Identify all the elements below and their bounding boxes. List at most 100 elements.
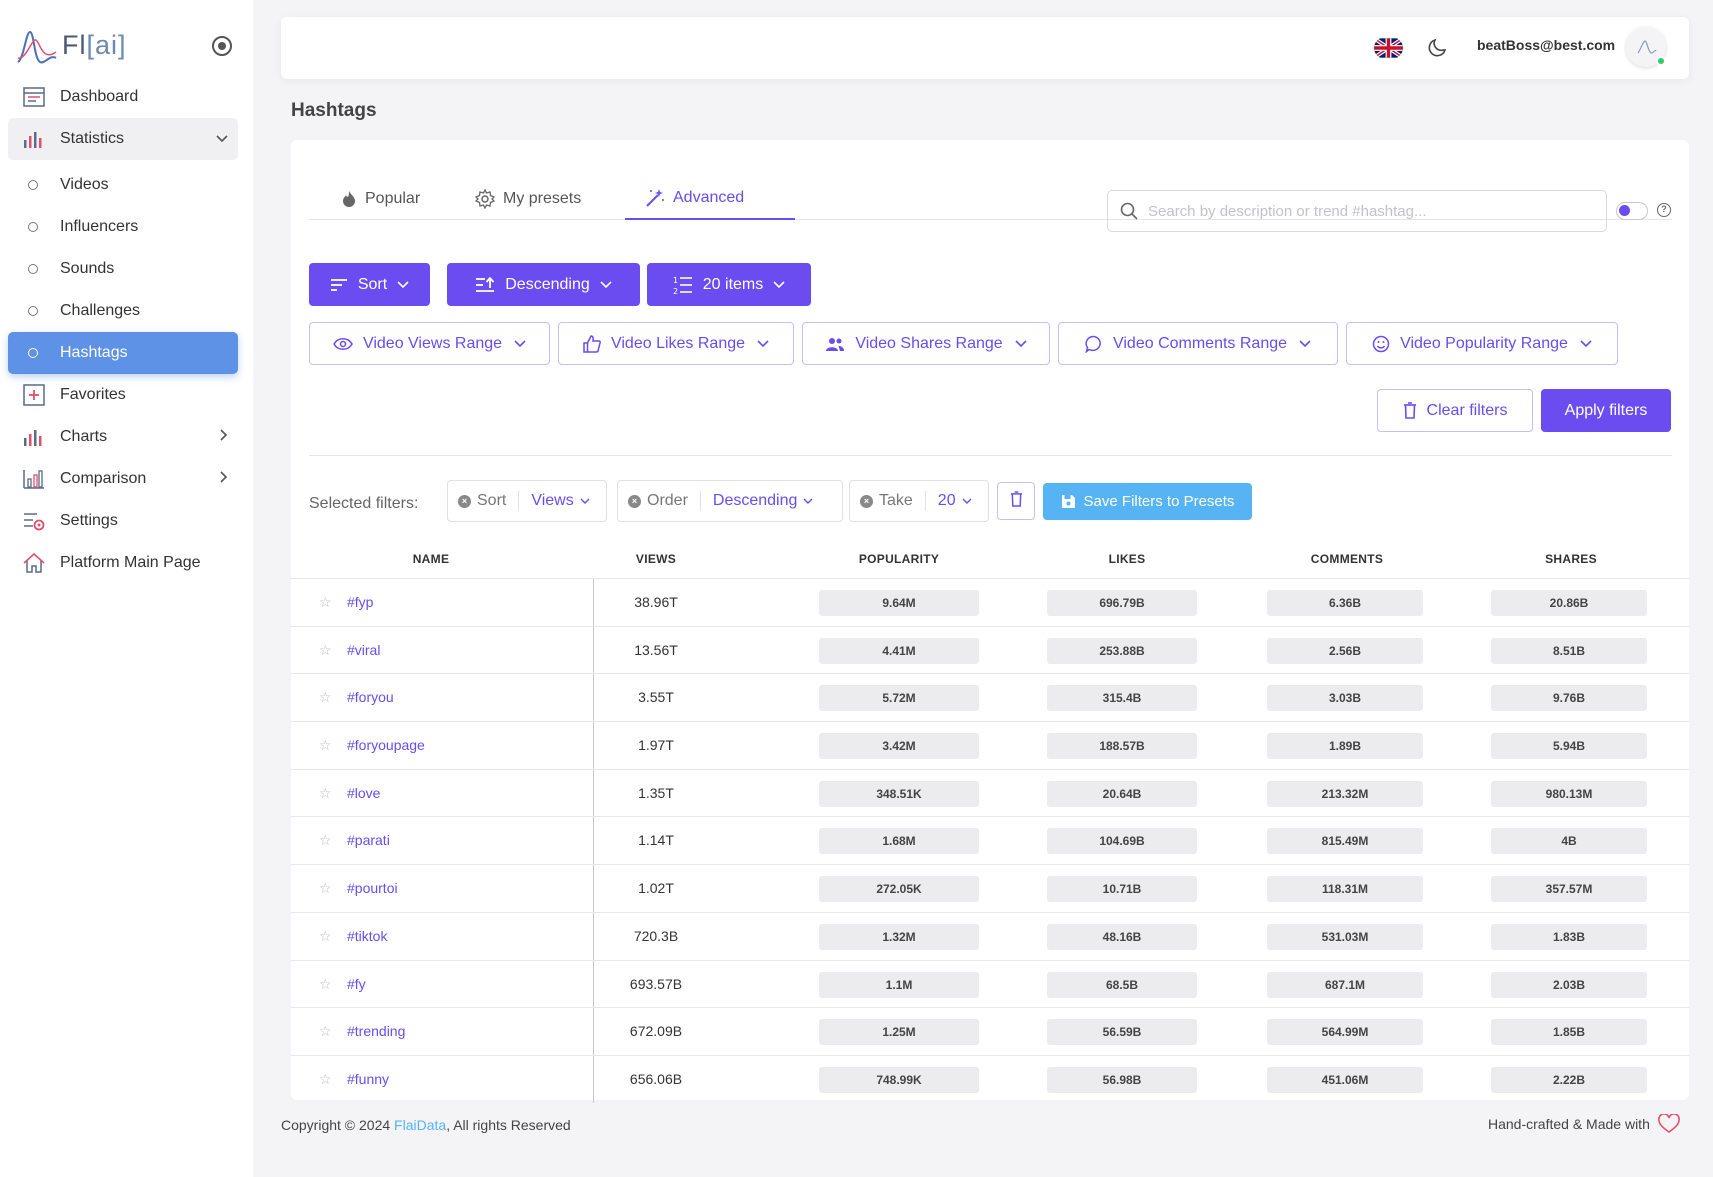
filter-chip-sort[interactable]: × Sort Views [447, 480, 607, 522]
favorite-star-icon[interactable]: ☆ [319, 784, 332, 801]
favorite-star-icon[interactable]: ☆ [319, 641, 332, 658]
favorite-star-icon[interactable]: ☆ [319, 737, 332, 754]
apply-filters-button[interactable]: Apply filters [1541, 389, 1671, 432]
video-comments-range-dropdown[interactable]: Video Comments Range [1058, 322, 1338, 365]
video-likes-range-dropdown[interactable]: Video Likes Range [558, 322, 794, 365]
remove-filter-icon[interactable]: × [628, 494, 641, 508]
favorite-star-icon[interactable]: ☆ [319, 927, 332, 944]
search-mode-toggle[interactable] [1616, 202, 1648, 220]
tab-popular[interactable]: Popular [321, 178, 440, 220]
comments-cell: 3.03B [1267, 685, 1423, 712]
sidebar-pin-icon[interactable] [212, 36, 232, 56]
company-link[interactable]: FlaiData [394, 1117, 447, 1133]
column-header-views[interactable]: VIEWS [635, 552, 677, 566]
column-header-comments[interactable]: COMMENTS [1310, 552, 1384, 566]
hashtag-name-link[interactable]: #love [347, 784, 381, 801]
column-header-popularity[interactable]: POPULARITY [858, 552, 940, 566]
clear-selected-filters-button[interactable] [997, 482, 1035, 520]
comments-cell: 6.36B [1267, 590, 1423, 616]
favorite-star-icon[interactable]: ☆ [319, 975, 332, 992]
hashtag-name-link[interactable]: #parati [347, 832, 390, 849]
video-popularity-range-dropdown[interactable]: Video Popularity Range [1346, 322, 1618, 365]
column-header-name[interactable]: NAME [412, 552, 450, 566]
hashtag-name-link[interactable]: #fy [347, 975, 366, 992]
sidebar-item-challenges[interactable]: Challenges [8, 290, 238, 332]
table-row[interactable]: ☆ #foryoupage 1.97T 3.42M 188.57B 1.89B 5.94B [291, 721, 1689, 769]
popularity-cell: 1.68M [819, 828, 979, 855]
save-filters-to-presets-button[interactable]: Save Filters to Presets [1043, 483, 1252, 520]
filter-chip-take[interactable]: × Take 20 [849, 480, 989, 522]
video-views-range-dropdown[interactable]: Video Views Range [309, 322, 550, 365]
column-header-shares[interactable]: SHARES [1545, 552, 1597, 566]
help-icon[interactable]: ? [1657, 203, 1671, 217]
search-input[interactable] [1148, 191, 1598, 231]
tab-my-presets[interactable]: My presets [455, 178, 601, 220]
order-button[interactable]: Descending [447, 263, 640, 306]
favorite-star-icon[interactable]: ☆ [319, 594, 332, 610]
hashtag-name-link[interactable]: #funny [347, 1070, 390, 1087]
sidebar-item-influencers[interactable]: Influencers [8, 206, 238, 248]
likes-cell: 696.79B [1047, 590, 1197, 616]
remove-filter-icon[interactable]: × [458, 494, 471, 508]
hashtag-name-link[interactable]: #foryoupage [347, 737, 425, 754]
favorites-icon [22, 383, 46, 407]
table-row[interactable]: ☆ #foryou 3.55T 5.72M 315.4B 3.03B 9.76B [291, 673, 1689, 722]
avatar[interactable] [1626, 27, 1666, 67]
table-row[interactable]: ☆ #fyp 38.96T 9.64M 696.79B 6.36B 20.86B [291, 578, 1689, 626]
comparison-icon [22, 467, 46, 491]
hashtag-name-link[interactable]: #pourtoi [347, 880, 398, 897]
sidebar-item-favorites[interactable]: Favorites [8, 374, 238, 416]
table-row[interactable]: ☆ #fy 693.57B 1.1M 68.5B 687.1M 2.03B [291, 959, 1689, 1008]
sidebar-item-videos[interactable]: Videos [8, 164, 238, 206]
brand[interactable]: Fl[ai] [16, 24, 236, 68]
popularity-cell: 272.05K [819, 876, 979, 903]
views-cell: 13.56T [634, 641, 678, 658]
table-row[interactable]: ☆ #pourtoi 1.02T 272.05K 10.71B 118.31M 357.57… [291, 864, 1689, 912]
sidebar-item-sounds[interactable]: Sounds [8, 248, 238, 290]
moon-icon[interactable] [1428, 37, 1448, 62]
sidebar-item-platform-main-page[interactable]: Platform Main Page [8, 542, 238, 584]
sidebar-item-dashboard[interactable]: Dashboard [8, 76, 238, 118]
favorite-star-icon[interactable]: ☆ [319, 880, 332, 897]
remove-filter-icon[interactable]: × [860, 494, 873, 508]
hashtag-name-link[interactable]: #tiktok [347, 927, 388, 944]
likes-cell: 10.71B [1047, 876, 1197, 903]
hashtag-name-link[interactable]: #foryou [347, 689, 394, 706]
table-row[interactable]: ☆ #love 1.35T 348.51K 20.64B 213.32M 980.13M [291, 768, 1689, 817]
hashtag-name-link[interactable]: #trending [347, 1023, 406, 1040]
sidebar-item-comparison[interactable]: Comparison [8, 458, 238, 500]
table-row[interactable]: ☆ #trending 672.09B 1.25M 56.59B 564.99M 1.85B [291, 1007, 1689, 1055]
sidebar-item-charts[interactable]: Charts [8, 416, 238, 458]
sidebar-item-label: Videos [60, 176, 109, 193]
uk-flag-icon[interactable] [1374, 36, 1403, 60]
sidebar-item-label: Sounds [60, 260, 115, 277]
chevron-down-icon [962, 498, 972, 505]
shares-cell: 1.85B [1491, 1019, 1647, 1046]
likes-cell: 315.4B [1047, 685, 1197, 712]
favorite-star-icon[interactable]: ☆ [319, 1023, 332, 1040]
favorite-star-icon[interactable]: ☆ [319, 832, 332, 849]
favorite-star-icon[interactable]: ☆ [319, 689, 332, 706]
sidebar-item-settings[interactable]: Settings [8, 500, 238, 542]
hashtag-name-link[interactable]: #viral [347, 641, 381, 658]
sidebar-item-label: Charts [60, 428, 108, 445]
sidebar-item-hashtags[interactable]: Hashtags [8, 332, 238, 374]
column-header-likes[interactable]: LIKES [1108, 552, 1146, 566]
table-row[interactable]: ☆ #parati 1.14T 1.68M 104.69B 815.49M 4B [291, 816, 1689, 865]
tab-advanced[interactable]: Advanced [625, 178, 795, 220]
clear-filters-button[interactable]: Clear filters [1377, 389, 1533, 432]
eye-icon [333, 337, 353, 351]
filter-chip-order[interactable]: × Order Descending [617, 480, 843, 522]
video-shares-range-dropdown[interactable]: Video Shares Range [802, 322, 1050, 365]
thumbs-up-icon [583, 334, 601, 353]
sidebar-item-statistics[interactable]: Statistics [8, 118, 238, 160]
table-row[interactable]: ☆ #tiktok 720.3B 1.32M 48.16B 531.03M 1.83B [291, 911, 1689, 960]
favorite-star-icon[interactable]: ☆ [319, 1070, 332, 1087]
table-row[interactable]: ☆ #funny 656.06B 748.99K 56.98B 451.06M 2.22B [291, 1054, 1689, 1103]
hashtag-name-link[interactable]: #fyp [347, 594, 374, 610]
table-row[interactable]: ☆ #viral 13.56T 4.41M 253.88B 2.56B 8.51B [291, 625, 1689, 674]
magic-wand-icon [645, 188, 665, 208]
sort-button[interactable]: Sort [309, 263, 430, 306]
chip-separator [518, 491, 520, 511]
